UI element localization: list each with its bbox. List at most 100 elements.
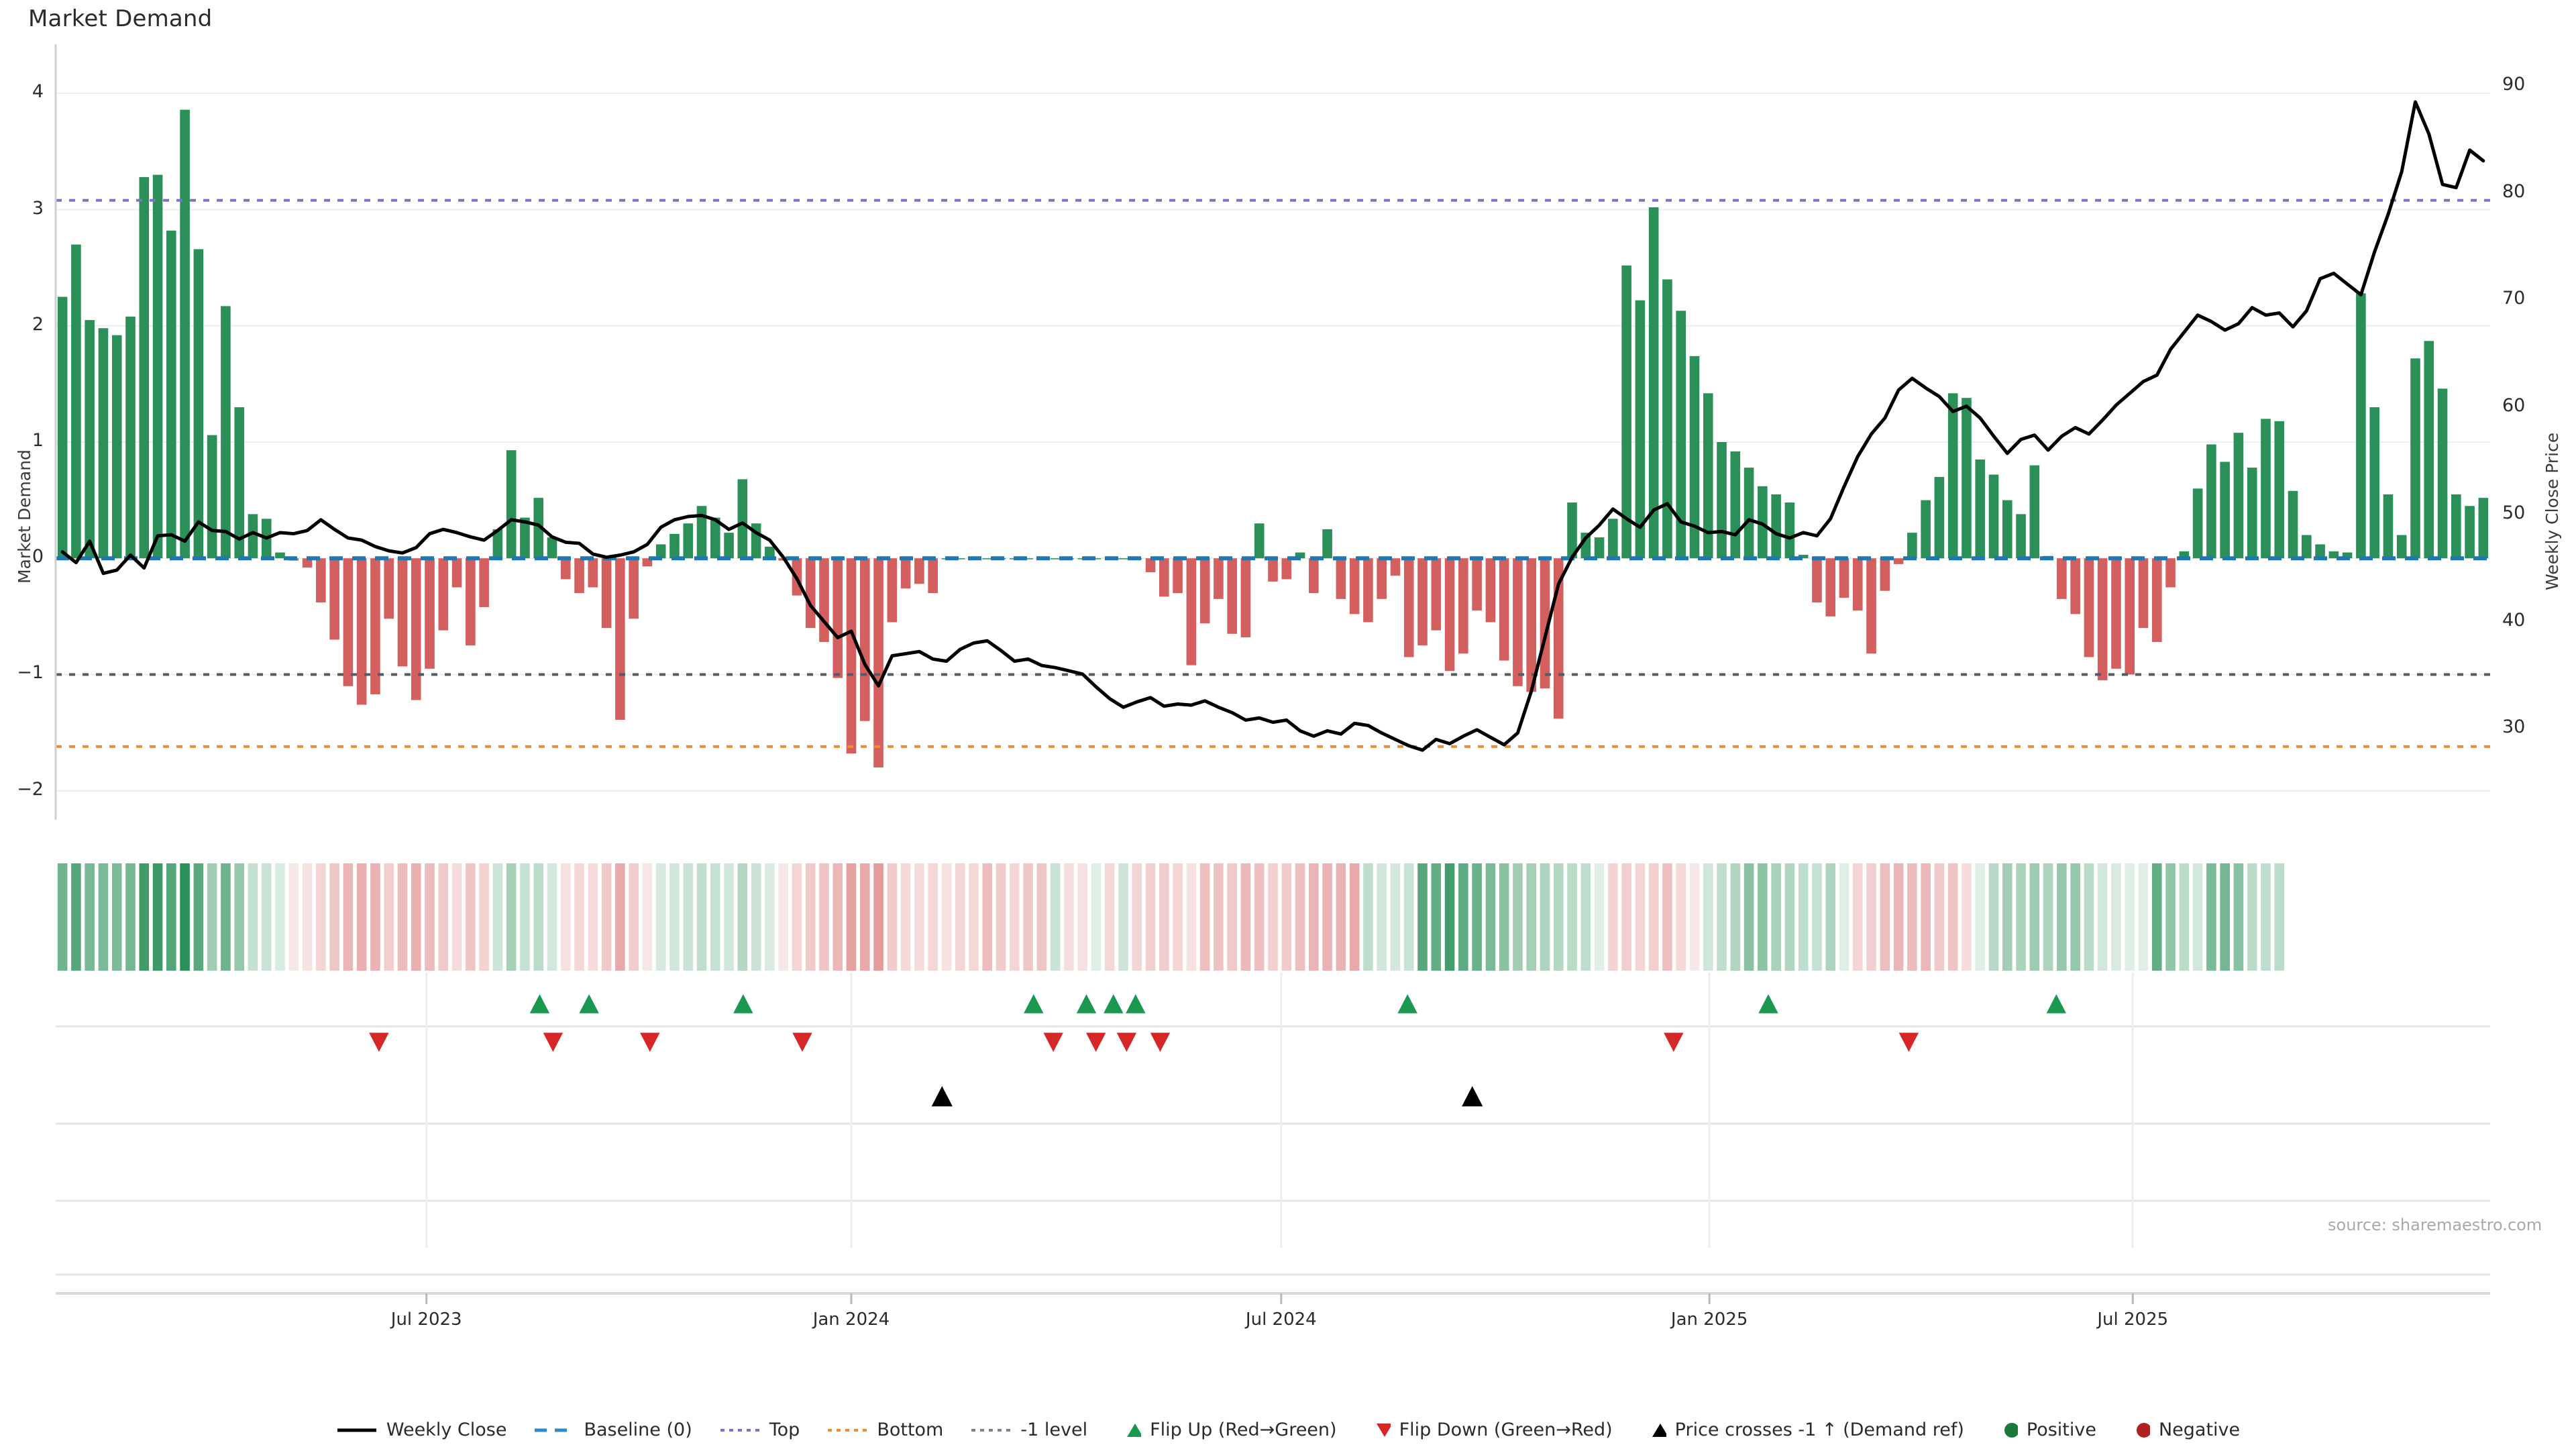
legend-item-label: Flip Down (Green→Red) xyxy=(1399,1419,1613,1440)
demand-bar xyxy=(2192,488,2203,559)
legend-item[interactable]: Top xyxy=(719,1421,800,1439)
demand-bar xyxy=(696,506,707,559)
legend-dot-green-icon xyxy=(1991,1421,2018,1439)
heatmap-cell xyxy=(302,863,313,971)
demand-bar xyxy=(914,558,924,584)
demand-bar xyxy=(329,558,339,640)
flip-down-marker xyxy=(543,1032,564,1052)
heatmap-cell xyxy=(1159,863,1169,971)
heatmap-cell xyxy=(696,863,707,971)
heatmap-cell xyxy=(1444,863,1455,971)
legend-line-solid-black-icon xyxy=(336,1421,378,1439)
heatmap-cell xyxy=(1676,863,1686,971)
heatmap-cell xyxy=(98,863,109,971)
heatmap-cell xyxy=(982,863,993,971)
heatmap-cell xyxy=(683,863,694,971)
demand-bar xyxy=(1050,558,1061,559)
heatmap-cell xyxy=(547,863,557,971)
heatmap-cell xyxy=(792,863,802,971)
demand-bar xyxy=(629,558,639,619)
heatmap-cell xyxy=(1240,863,1251,971)
heatmap-cell xyxy=(914,863,924,971)
demand-bar xyxy=(1771,494,1781,559)
demand-bar xyxy=(2220,462,2230,559)
heatmap-cell xyxy=(234,863,244,971)
heatmap-cell xyxy=(833,863,843,971)
heatmap-cell xyxy=(479,863,489,971)
reference-lines xyxy=(56,199,2490,748)
legend-item[interactable]: Positive xyxy=(1991,1421,2096,1439)
demand-bar xyxy=(2274,421,2285,559)
heatmap-cell xyxy=(1458,863,1468,971)
demand-bar xyxy=(615,558,625,720)
legend-item-label: Flip Up (Red→Green) xyxy=(1150,1419,1337,1440)
heatmap-cell xyxy=(887,863,898,971)
heatmap-cell xyxy=(1526,863,1536,971)
heatmap-cell xyxy=(1975,863,1986,971)
demand-bar xyxy=(1975,459,1986,559)
legend-item[interactable]: Flip Up (Red→Green) xyxy=(1114,1421,1337,1439)
heatmap-cell xyxy=(2029,863,2040,971)
heatmap-cell xyxy=(642,863,653,971)
heatmap-cell xyxy=(1839,863,1849,971)
legend-item[interactable]: Weekly Close xyxy=(336,1421,506,1439)
heatmap-cell xyxy=(248,863,258,971)
demand-bar xyxy=(724,533,734,559)
demand-bar xyxy=(846,558,857,754)
demand-bar xyxy=(207,435,217,559)
heatmap-cell xyxy=(57,863,68,971)
legend-item[interactable]: Baseline (0) xyxy=(533,1421,692,1439)
demand-bar xyxy=(1621,265,1631,559)
heatmap-cell xyxy=(466,863,476,971)
demand-bar xyxy=(2356,293,2366,559)
heatmap-cell xyxy=(751,863,761,971)
heatmap-cell xyxy=(1499,863,1509,971)
heatmap-cell xyxy=(2233,863,2244,971)
heatmap-cell xyxy=(1403,863,1414,971)
heatmap-cell xyxy=(1472,863,1482,971)
demand-bar xyxy=(2261,419,2271,559)
source-note: source: sharemaestro.com xyxy=(2328,1216,2542,1234)
y-tick-label-right: 50 xyxy=(2502,502,2526,523)
heatmap-cell xyxy=(1132,863,1142,971)
legend-item[interactable]: -1 level xyxy=(970,1421,1087,1439)
heatmap-cell xyxy=(2261,863,2271,971)
demand-bar xyxy=(1893,558,1904,564)
legend-item[interactable]: Flip Down (Green→Red) xyxy=(1364,1421,1613,1439)
legend-item[interactable]: Negative xyxy=(2123,1421,2240,1439)
demand-bar xyxy=(479,558,489,607)
demand-bar xyxy=(1798,555,1809,559)
heatmap-cell xyxy=(1118,863,1128,971)
heatmap-cell xyxy=(1812,863,1822,971)
demand-bar xyxy=(411,558,421,700)
heatmap-cell xyxy=(411,863,421,971)
legend-line-dotted-orange-icon xyxy=(826,1421,868,1439)
heatmap-cell xyxy=(1295,863,1305,971)
heatmap-cell xyxy=(710,863,720,971)
heatmap-cell xyxy=(859,863,870,971)
marker-rows xyxy=(56,973,2490,1276)
legend-item[interactable]: Price crosses -1 ↑ (Demand ref) xyxy=(1640,1421,1964,1439)
heatmap-cell xyxy=(1771,863,1781,971)
legend-item[interactable]: Bottom xyxy=(826,1421,943,1439)
demand-bar xyxy=(819,558,829,642)
heatmap-cell xyxy=(1567,863,1577,971)
legend-line-dotted-purple-icon xyxy=(719,1421,761,1439)
demand-bar xyxy=(928,558,938,594)
y-tick-label-right: 70 xyxy=(2502,288,2526,309)
legend-item-label: -1 level xyxy=(1020,1419,1088,1440)
heatmap-cell xyxy=(1852,863,1863,971)
demand-bar xyxy=(2097,558,2108,681)
heatmap-cell xyxy=(1336,863,1346,971)
demand-bar xyxy=(85,320,95,559)
demand-bar xyxy=(1118,558,1128,559)
demand-bar xyxy=(152,174,163,559)
demand-bar xyxy=(71,244,81,559)
demand-bar xyxy=(248,514,258,559)
heatmap-cell xyxy=(955,863,965,971)
demand-bar xyxy=(1295,552,1305,559)
heatmap-cell xyxy=(384,863,394,971)
heatmap-cell xyxy=(601,863,612,971)
demand-bar xyxy=(560,558,571,580)
